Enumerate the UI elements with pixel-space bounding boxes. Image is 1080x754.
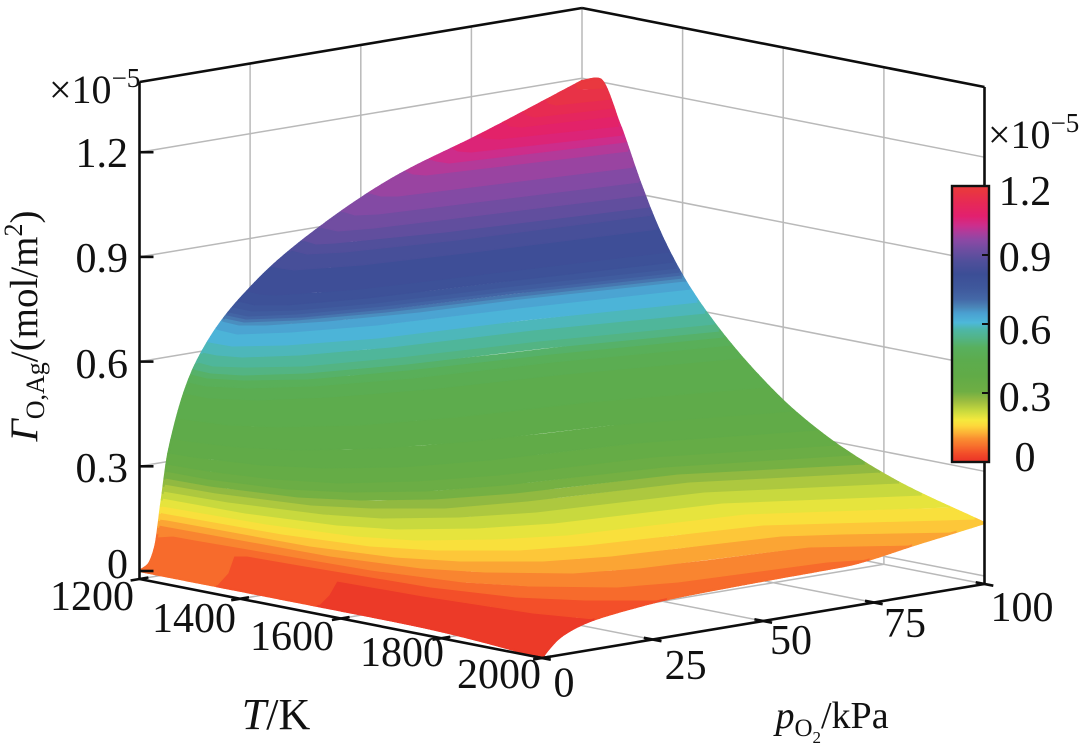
svg-text:0: 0: [1015, 435, 1036, 481]
svg-text:0.9: 0.9: [999, 235, 1052, 281]
svg-text:75: 75: [884, 601, 926, 647]
svg-text:100: 100: [991, 585, 1054, 631]
svg-text:50: 50: [770, 618, 812, 664]
svg-text:1.2: 1.2: [999, 169, 1052, 215]
svg-text:1600: 1600: [250, 614, 334, 660]
svg-text:1200: 1200: [50, 574, 134, 620]
svg-text:0.6: 0.6: [76, 342, 129, 388]
svg-text:2000: 2000: [457, 652, 541, 698]
svg-text:0.3: 0.3: [76, 446, 129, 492]
svg-text:1400: 1400: [152, 596, 236, 642]
svg-text:1800: 1800: [360, 630, 444, 676]
svg-text:0: 0: [554, 661, 575, 707]
svg-text:0.6: 0.6: [999, 308, 1052, 354]
svg-text:1.2: 1.2: [76, 131, 129, 177]
svg-text:0.9: 0.9: [76, 236, 129, 282]
svg-text:T/K: T/K: [242, 690, 311, 739]
svg-text:0.3: 0.3: [999, 375, 1052, 421]
svg-text:25: 25: [665, 643, 707, 689]
